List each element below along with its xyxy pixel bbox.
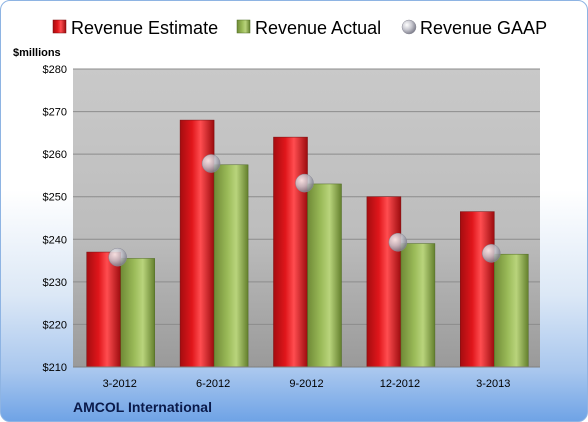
gaap-markers (108, 154, 501, 267)
marker-revenue-gaap-3-2013 (482, 244, 501, 263)
bar-revenue-estimate-9-2012 (273, 136, 308, 368)
x-tick-label: 12-2012 (380, 378, 420, 390)
x-tick-label: 9-2012 (289, 378, 323, 390)
y-tick-label: $260 (43, 149, 67, 161)
chart-legend: Revenue Estimate Revenue Actual Revenue GA… (52, 18, 547, 38)
y-tick-label: $270 (43, 107, 67, 119)
y-tick-label: $280 (43, 64, 67, 76)
bar-revenue-estimate-12-2012 (366, 196, 402, 368)
bar-revenue-actual-12-2012 (400, 243, 436, 368)
legend-swatch-1 (236, 19, 251, 34)
bar-revenue-estimate-3-2012 (86, 251, 121, 368)
y-tick-label: $210 (43, 362, 67, 374)
y-tick-label: $240 (43, 234, 67, 246)
y-tick-label: $230 (43, 277, 67, 289)
marker-revenue-gaap-12-2012 (388, 233, 408, 252)
y-axis-ticks: $210 $220 $230 $240 $250 $260 $270 $280 (43, 64, 67, 374)
marker-revenue-gaap-3-2012 (108, 247, 127, 267)
bar-revenue-estimate-3-2013 (460, 211, 495, 368)
marker-revenue-gaap-6-2012 (201, 154, 221, 173)
x-tick-label: 3-2013 (476, 378, 510, 390)
legend-label-1: Revenue Actual (255, 18, 381, 38)
bar-revenue-actual-3-2013 (494, 253, 529, 368)
legend-label-0: Revenue Estimate (71, 18, 218, 38)
company-name: AMCOL International (73, 399, 212, 415)
bar-revenue-actual-6-2012 (213, 164, 249, 368)
legend-swatch-0 (52, 19, 67, 34)
x-tick-label: 3-2012 (103, 378, 137, 390)
legend-swatch-2 (401, 19, 417, 35)
legend-label-2: Revenue GAAP (420, 18, 547, 38)
bar-revenue-actual-9-2012 (307, 183, 342, 368)
x-tick-label: 6-2012 (196, 378, 230, 390)
y-axis-unit-label: $millions (13, 47, 61, 59)
x-axis-ticks: 3-2012 6-2012 9-2012 12-2012 3-2013 (103, 378, 511, 390)
y-tick-label: $250 (43, 192, 67, 204)
bar-revenue-actual-3-2012 (120, 258, 155, 368)
y-tick-label: $220 (43, 319, 67, 331)
marker-revenue-gaap-9-2012 (295, 173, 314, 193)
